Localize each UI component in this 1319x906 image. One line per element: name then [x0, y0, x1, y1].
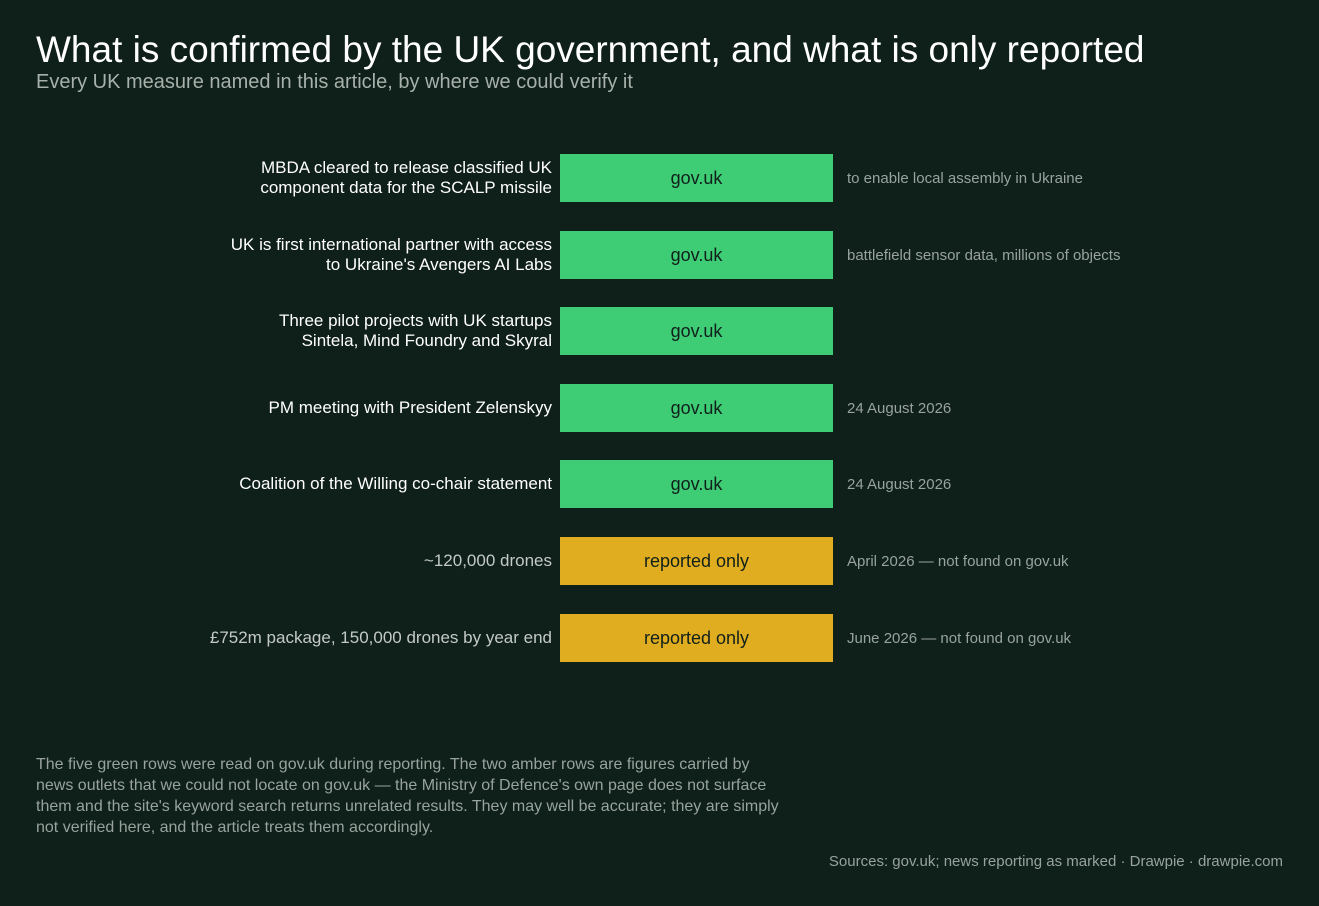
row-note: 24 August 2026	[847, 399, 952, 417]
status-box-reported: reported only	[560, 614, 833, 662]
status-box-confirmed: gov.uk	[560, 384, 833, 432]
row-note: April 2026 — not found on gov.uk	[847, 552, 1069, 570]
status-box-confirmed: gov.uk	[560, 154, 833, 202]
measure-label: MBDA cleared to release classified UK co…	[260, 158, 552, 197]
table-row: PM meeting with President Zelenskyy gov.u…	[0, 384, 1319, 432]
measure-label: £752m package, 150,000 drones by year en…	[209, 628, 552, 647]
measure-label: Three pilot projects with UK startups Si…	[278, 311, 552, 350]
status-box-confirmed: gov.uk	[560, 231, 833, 279]
table-row: ~120,000 drones reported only April 2026 —…	[0, 537, 1319, 585]
table-row: £752m package, 150,000 drones by year en…	[0, 614, 1319, 662]
status-box-confirmed: gov.uk	[560, 460, 833, 508]
status-box-confirmed: gov.uk	[560, 307, 833, 355]
table-row: Coalition of the Willing co-chair statem…	[0, 460, 1319, 508]
row-note: June 2026 — not found on gov.uk	[847, 629, 1072, 647]
chart-subtitle: Every UK measure named in this article, …	[36, 71, 633, 93]
row-note: battlefield sensor data, millions of obj…	[847, 246, 1121, 264]
table-row: Three pilot projects with UK startups Si…	[0, 307, 1319, 355]
measure-label: Coalition of the Willing co-chair statem…	[239, 474, 552, 493]
row-note: to enable local assembly in Ukraine	[847, 169, 1083, 187]
footnote: The five green rows were read on gov.uk …	[36, 756, 779, 836]
row-note: 24 August 2026	[847, 475, 952, 493]
sources-credit: Sources: gov.uk; news reporting as marke…	[828, 853, 1283, 870]
chart-title: What is confirmed by the UK government, …	[36, 29, 1145, 70]
measure-label: UK is first international partner with a…	[230, 235, 552, 274]
measure-label: PM meeting with President Zelenskyy	[268, 398, 552, 417]
status-box-reported: reported only	[560, 537, 833, 585]
measure-label: ~120,000 drones	[423, 551, 552, 570]
table-row: UK is first international partner with a…	[0, 231, 1319, 279]
table-row: MBDA cleared to release classified UK co…	[0, 154, 1319, 202]
